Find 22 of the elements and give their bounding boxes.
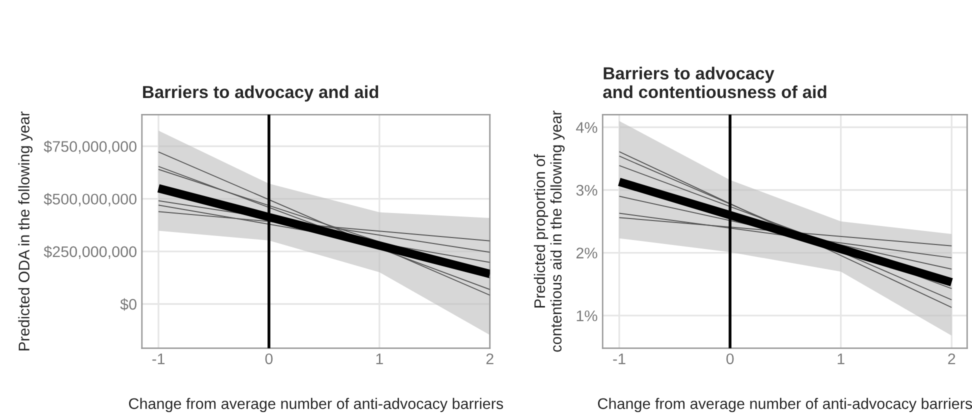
y-tick-label: 3%	[576, 184, 598, 196]
x-axis-title: Change from average number of anti-advocacy barriers	[598, 398, 972, 412]
x-tick-label: 2	[486, 353, 494, 364]
x-tick-label: 1	[838, 354, 844, 364]
y-tick-label: $0	[120, 298, 136, 311]
chart-title: Barriers to advocacy and aid	[143, 85, 378, 102]
y-tick-label: 1%	[576, 310, 598, 322]
y-tick-label: 4%	[576, 122, 598, 133]
x-tick-label: -1	[613, 354, 626, 364]
y-tick-label: $500,000,000	[44, 193, 136, 206]
y-axis-title: Predicted proportion of contentious aid in the following year	[534, 110, 565, 352]
x-tick-label: 1	[376, 354, 383, 364]
chart-title: Barriers to advocacy and contentiousness of aid	[603, 66, 826, 98]
x-tick-label: 0	[726, 353, 734, 364]
y-tick-label: 2%	[576, 248, 598, 258]
y-axis-title: Predicted ODA in the following year	[18, 112, 32, 350]
y-tick-label: $250,000,000	[44, 246, 136, 259]
x-tick-label: 0	[265, 353, 273, 364]
x-tick-label: -1	[152, 354, 165, 364]
y-tick-label: $750,000,000	[44, 140, 136, 154]
x-tick-label: 2	[948, 353, 956, 364]
x-axis-title: Change from average number of anti-advocacy barriers	[129, 398, 504, 412]
